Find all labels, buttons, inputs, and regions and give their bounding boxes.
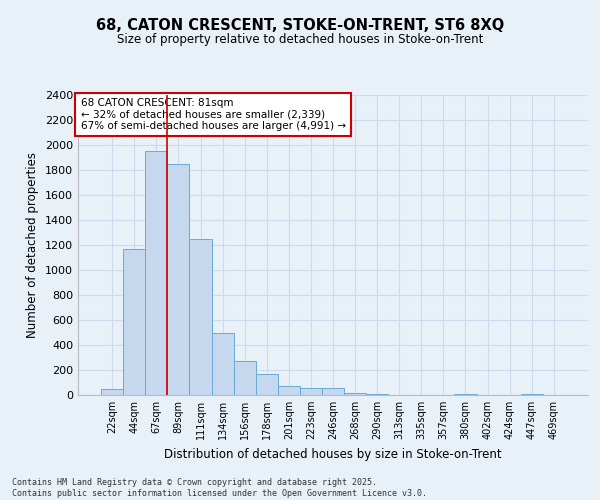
Bar: [101, 389, 123, 395]
Bar: [233, 361, 256, 395]
X-axis label: Distribution of detached houses by size in Stoke-on-Trent: Distribution of detached houses by size …: [164, 448, 502, 460]
Bar: [521, 394, 543, 395]
Bar: [256, 374, 278, 395]
Text: Size of property relative to detached houses in Stoke-on-Trent: Size of property relative to detached ho…: [117, 32, 483, 46]
Text: 68, CATON CRESCENT, STOKE-ON-TRENT, ST6 8XQ: 68, CATON CRESCENT, STOKE-ON-TRENT, ST6 …: [96, 18, 504, 32]
Bar: [300, 388, 322, 395]
Bar: [366, 394, 388, 395]
Bar: [212, 333, 233, 395]
Bar: [454, 394, 476, 395]
Y-axis label: Number of detached properties: Number of detached properties: [26, 152, 40, 338]
Bar: [344, 392, 366, 395]
Bar: [167, 164, 190, 395]
Text: 68 CATON CRESCENT: 81sqm
← 32% of detached houses are smaller (2,339)
67% of sem: 68 CATON CRESCENT: 81sqm ← 32% of detach…: [80, 98, 346, 131]
Bar: [123, 250, 145, 395]
Bar: [278, 386, 300, 395]
Bar: [145, 151, 167, 395]
Bar: [190, 239, 212, 395]
Bar: [322, 388, 344, 395]
Text: Contains HM Land Registry data © Crown copyright and database right 2025.
Contai: Contains HM Land Registry data © Crown c…: [12, 478, 427, 498]
